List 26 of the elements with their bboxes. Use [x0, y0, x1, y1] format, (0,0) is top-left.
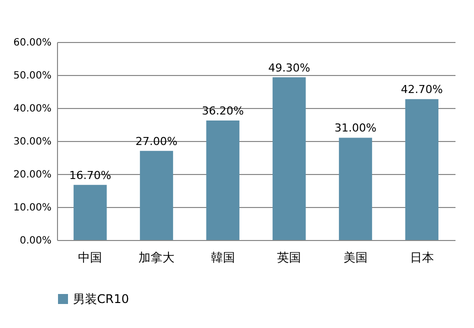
y-tick-label: 30.00% [13, 136, 52, 148]
data-label: 42.70% [400, 83, 443, 96]
data-label: 49.30% [268, 61, 310, 74]
bar [74, 184, 107, 240]
x-tick-label: 日本 [410, 250, 434, 264]
data-label: 31.00% [334, 122, 376, 135]
x-tick-label: 中国 [78, 250, 102, 264]
x-tick-label: 加拿大 [138, 250, 174, 264]
y-tick-label: 60.00% [13, 38, 52, 48]
y-tick-label: 10.00% [13, 202, 52, 214]
bar [140, 150, 174, 240]
data-label: 16.70% [69, 168, 112, 182]
data-label: 36.20% [202, 104, 244, 118]
y-tick-label: 40.00% [13, 104, 52, 114]
bar [272, 77, 306, 240]
y-tick-label: 50.00% [13, 70, 52, 82]
legend-label: 男装CR10 [73, 292, 129, 306]
x-tick-label: 英国 [277, 250, 302, 264]
x-tick-label: 韓国 [210, 250, 235, 264]
bar [338, 138, 372, 240]
y-tick-label: 20.00% [13, 170, 52, 180]
bar [405, 99, 438, 240]
data-label: 27.00% [136, 134, 178, 148]
x-tick-label: 美国 [344, 250, 368, 264]
y-tick-label: 0.00% [20, 236, 52, 246]
bar [206, 120, 240, 240]
